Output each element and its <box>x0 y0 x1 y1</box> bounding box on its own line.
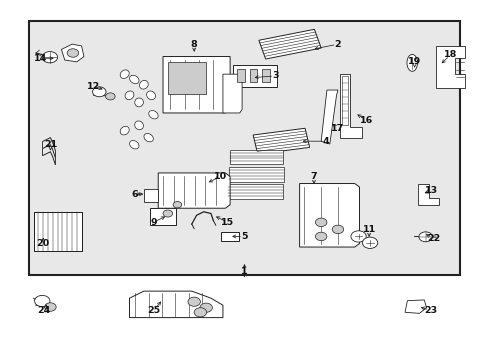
Polygon shape <box>299 184 359 247</box>
Bar <box>149 207 176 225</box>
Polygon shape <box>223 74 242 113</box>
Ellipse shape <box>149 111 158 119</box>
Ellipse shape <box>134 121 143 130</box>
Polygon shape <box>61 44 84 62</box>
Circle shape <box>418 232 431 242</box>
Circle shape <box>194 308 206 317</box>
Text: 3: 3 <box>272 71 278 80</box>
Polygon shape <box>340 74 361 138</box>
Text: 15: 15 <box>221 218 234 227</box>
Text: 1: 1 <box>241 267 247 276</box>
Polygon shape <box>417 184 438 205</box>
Bar <box>249 69 257 82</box>
Circle shape <box>163 210 172 217</box>
Ellipse shape <box>139 80 148 89</box>
Ellipse shape <box>120 70 129 78</box>
Bar <box>262 69 269 82</box>
Text: 10: 10 <box>214 172 226 181</box>
Ellipse shape <box>146 91 155 100</box>
Circle shape <box>331 225 343 234</box>
Text: 2: 2 <box>334 40 341 49</box>
Text: 19: 19 <box>407 57 420 66</box>
Text: 20: 20 <box>37 239 50 248</box>
Bar <box>228 184 283 199</box>
Circle shape <box>44 303 56 311</box>
Text: 5: 5 <box>241 232 247 241</box>
Polygon shape <box>163 57 230 113</box>
Bar <box>29 21 459 275</box>
Bar <box>220 232 238 242</box>
Circle shape <box>35 295 50 307</box>
Circle shape <box>105 93 115 100</box>
Polygon shape <box>435 46 464 88</box>
Bar <box>253 128 309 154</box>
Text: 14: 14 <box>34 54 47 63</box>
Text: 23: 23 <box>423 306 436 315</box>
Text: 18: 18 <box>443 50 456 59</box>
Text: 11: 11 <box>362 225 375 234</box>
Text: 16: 16 <box>359 116 372 125</box>
Ellipse shape <box>134 98 143 107</box>
Bar <box>230 150 282 164</box>
Circle shape <box>92 87 106 97</box>
Polygon shape <box>129 291 223 318</box>
Text: 4: 4 <box>322 137 328 146</box>
Text: 25: 25 <box>146 306 160 315</box>
Circle shape <box>315 232 326 241</box>
Ellipse shape <box>143 134 153 142</box>
Polygon shape <box>158 173 230 208</box>
Circle shape <box>42 51 58 63</box>
Text: 17: 17 <box>331 124 344 133</box>
Bar <box>229 167 284 183</box>
Ellipse shape <box>120 126 129 135</box>
Circle shape <box>315 218 326 226</box>
Circle shape <box>187 297 200 306</box>
Bar <box>258 29 321 59</box>
Ellipse shape <box>130 75 138 84</box>
Text: 13: 13 <box>424 186 437 195</box>
Circle shape <box>173 202 182 208</box>
Text: 9: 9 <box>150 218 157 227</box>
Text: 21: 21 <box>44 140 57 149</box>
Text: 22: 22 <box>427 234 440 243</box>
Bar <box>167 62 206 94</box>
Bar <box>34 212 81 251</box>
Bar <box>143 189 158 202</box>
Text: 12: 12 <box>87 82 100 91</box>
Circle shape <box>200 303 212 312</box>
Polygon shape <box>321 90 337 144</box>
Text: 7: 7 <box>310 172 317 181</box>
Ellipse shape <box>406 54 417 71</box>
Text: 8: 8 <box>190 40 197 49</box>
Bar <box>34 212 81 251</box>
Polygon shape <box>404 300 426 313</box>
Ellipse shape <box>130 140 138 149</box>
Text: 24: 24 <box>38 306 51 315</box>
Bar <box>237 69 244 82</box>
Text: 6: 6 <box>131 190 137 199</box>
Bar <box>341 76 348 125</box>
Circle shape <box>67 49 79 57</box>
Bar <box>232 66 277 86</box>
Ellipse shape <box>125 91 134 100</box>
Circle shape <box>350 231 366 242</box>
Circle shape <box>362 237 377 248</box>
